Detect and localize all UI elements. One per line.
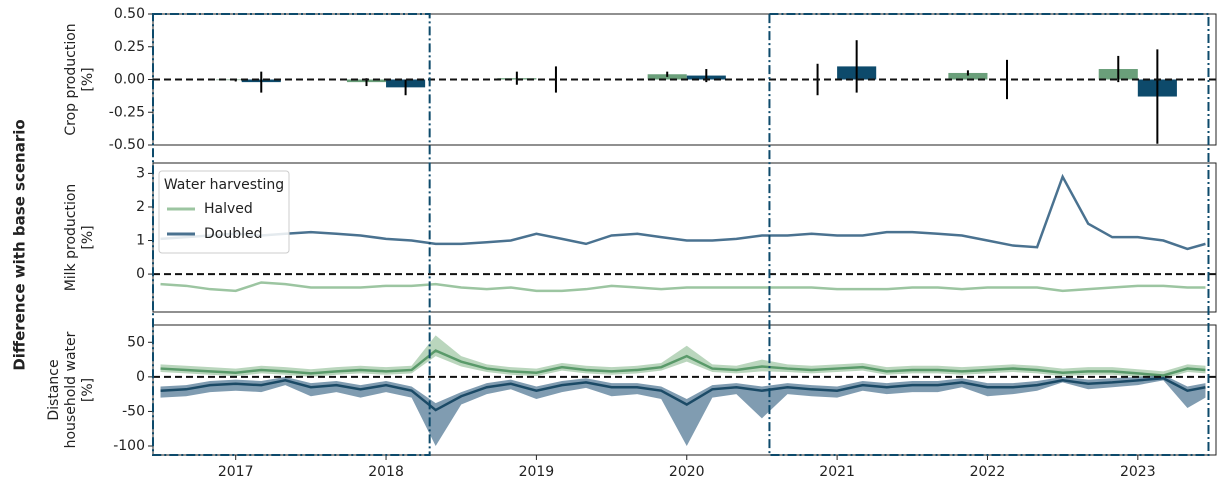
- legend-title: Water harvesting: [164, 177, 284, 193]
- y-tick-label: 0.25: [114, 39, 145, 55]
- shared-y-label: Difference with base scenario: [11, 119, 29, 370]
- y-tick-label: 0: [136, 369, 145, 385]
- y-axis-label: [%]: [80, 378, 96, 402]
- x-tick-label: 2019: [519, 464, 555, 480]
- y-axis-label: [%]: [80, 67, 96, 91]
- legend-label: Halved: [204, 201, 253, 217]
- y-tick-label: 0.00: [114, 72, 145, 88]
- y-tick-label: -100: [113, 438, 145, 454]
- y-tick-label: -0.25: [109, 104, 145, 120]
- bar: [647, 74, 687, 80]
- y-tick-label: -50: [122, 403, 145, 419]
- x-tick-label: 2023: [1120, 464, 1156, 480]
- y-tick-label: 0.50: [114, 6, 145, 22]
- x-tick-label: 2020: [669, 464, 705, 480]
- y-tick-label: -0.50: [109, 137, 145, 153]
- y-axis-label: Milk production: [63, 184, 79, 292]
- y-tick-label: 1: [136, 233, 145, 249]
- x-tick-label: 2022: [970, 464, 1006, 480]
- y-tick-label: 2: [136, 199, 145, 215]
- y-tick-label: 3: [136, 165, 145, 181]
- x-tick-label: 2018: [368, 464, 404, 480]
- line: [160, 376, 1206, 412]
- y-tick-label: 50: [127, 334, 145, 350]
- band: [160, 374, 1206, 447]
- line: [160, 281, 1206, 293]
- x-tick-label: 2021: [819, 464, 855, 480]
- bar: [948, 72, 988, 80]
- y-tick-label: 0: [136, 266, 145, 282]
- y-axis-label: Crop production: [63, 23, 79, 135]
- y-axis-label: [%]: [80, 225, 96, 249]
- plot-frame: [152, 13, 1217, 146]
- legend-label: Doubled: [204, 226, 263, 242]
- y-axis-label: household water: [63, 331, 79, 448]
- line: [160, 173, 1206, 251]
- line: [160, 349, 1206, 377]
- highlight-range: [152, 13, 431, 456]
- x-tick-label: 2017: [218, 464, 254, 480]
- y-axis-label: Distance: [46, 359, 62, 420]
- highlight-range: [768, 13, 1210, 456]
